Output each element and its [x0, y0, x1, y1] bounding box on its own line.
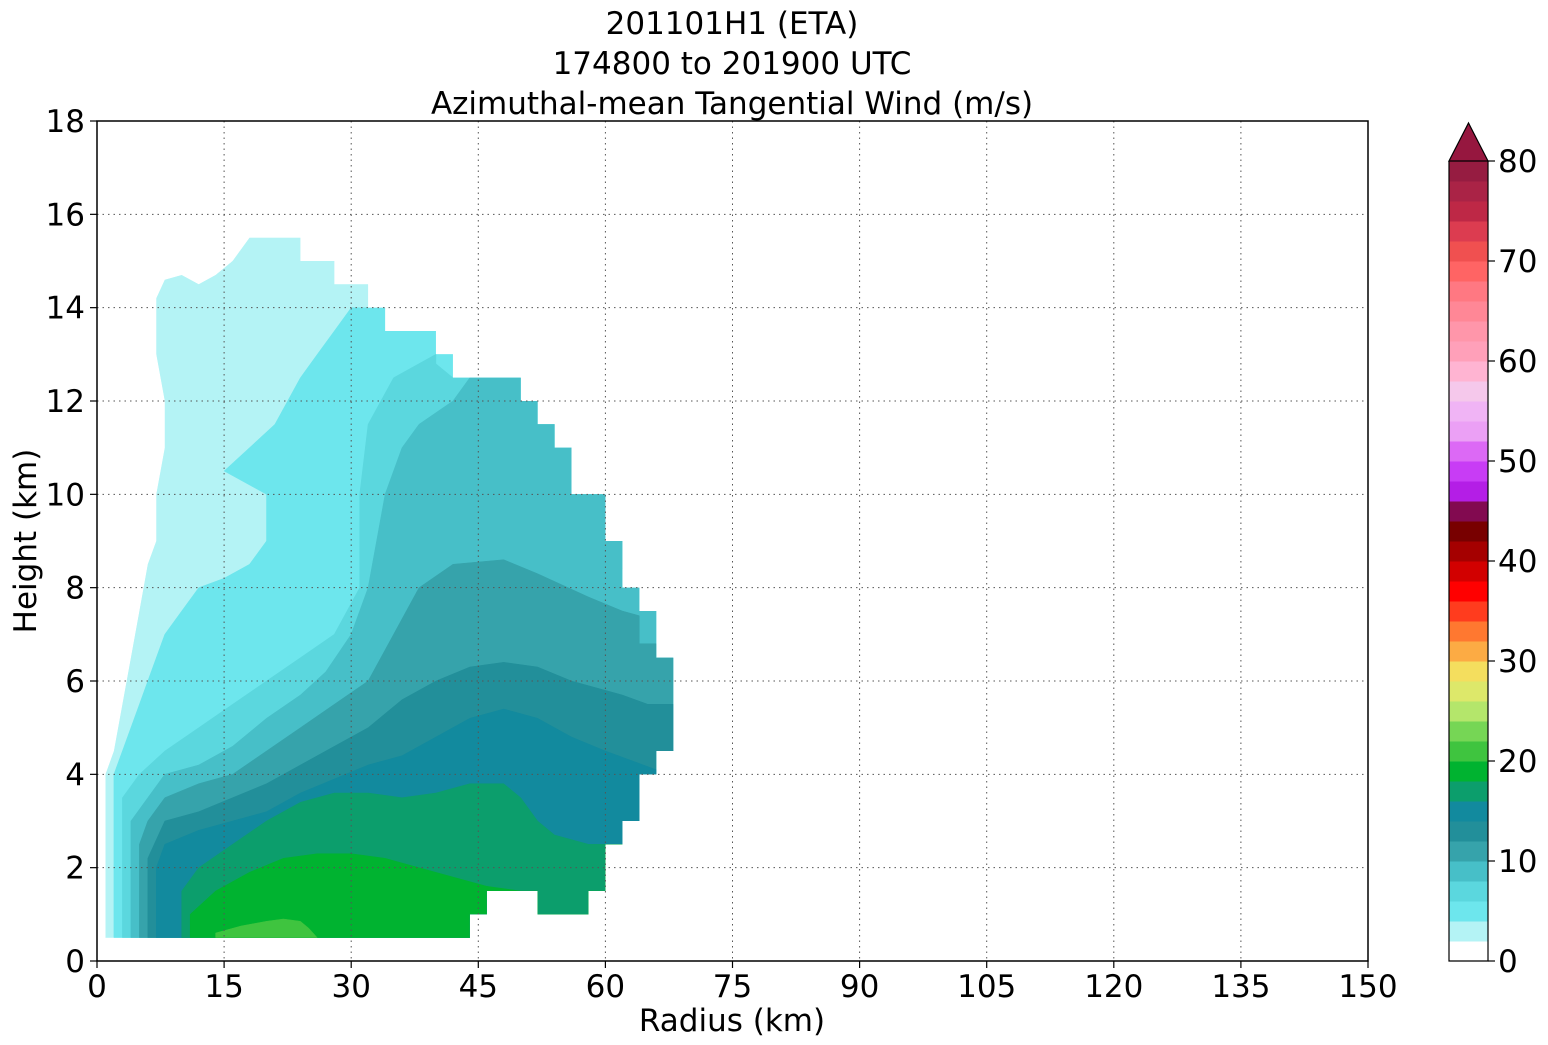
colorbar-swatch: [1449, 321, 1488, 342]
y-tick-label: 8: [65, 571, 85, 607]
x-tick-label: 90: [840, 969, 879, 1005]
colorbar-tick-label: 70: [1498, 244, 1537, 280]
x-tick-label: 60: [586, 969, 625, 1005]
colorbar-swatch: [1449, 301, 1488, 322]
colorbar-swatch: [1449, 201, 1488, 222]
y-tick-label: 6: [65, 664, 85, 700]
colorbar-swatch: [1449, 341, 1488, 362]
x-tick-label: 30: [331, 969, 370, 1005]
colorbar-swatch: [1449, 221, 1488, 242]
title-line-1: 201101H1 (ETA): [606, 6, 859, 42]
x-tick-label: 15: [204, 969, 243, 1005]
colorbar: 0 10 20 30 40 50 60 70 80: [1448, 121, 1537, 980]
x-tick-label: 45: [459, 969, 498, 1005]
y-tick-label: 4: [65, 757, 85, 793]
colorbar-swatch: [1449, 621, 1488, 642]
grid-lines: [97, 121, 1368, 961]
colorbar-swatch: [1449, 241, 1488, 262]
colorbar-swatch: [1449, 861, 1488, 882]
colorbar-swatch: [1449, 841, 1488, 862]
colorbar-swatch: [1449, 541, 1488, 562]
colorbar-swatch: [1449, 701, 1488, 722]
x-axis-ticks: 0 15 30 45 60 75 90 105 120 135 150: [87, 961, 1398, 1005]
colorbar-extend-arrow: [1448, 121, 1489, 162]
y-tick-label: 12: [46, 384, 85, 420]
colorbar-swatch: [1449, 361, 1488, 382]
y-tick-label: 10: [46, 477, 85, 513]
colorbar-swatch: [1449, 801, 1488, 822]
colorbar-tick-label: 40: [1498, 544, 1537, 580]
colorbar-swatch: [1449, 181, 1488, 202]
y-tick-label: 18: [46, 104, 85, 140]
x-axis-label: Radius (km): [639, 1003, 825, 1039]
y-tick-label: 0: [65, 944, 85, 980]
colorbar-swatch: [1449, 681, 1488, 702]
colorbar-swatch: [1449, 901, 1488, 922]
x-tick-label: 105: [957, 969, 1016, 1005]
colorbar-swatch: [1449, 421, 1488, 442]
colorbar-tick-label: 80: [1498, 144, 1537, 180]
colorbar-swatch: [1449, 601, 1488, 622]
x-tick-label: 150: [1338, 969, 1397, 1005]
plot-area: 0 15 30 45 60 75 90 105 120 135 150 0 2 4 6 8 10 12 14 16 1…: [46, 104, 1398, 1005]
colorbar-swatch: [1449, 381, 1488, 402]
y-axis-ticks: 0 2 4 6 8 10 12 14 16 18: [46, 104, 97, 980]
colorbar-swatch: [1449, 161, 1488, 182]
colorbar-swatch: [1449, 721, 1488, 742]
x-tick-label: 75: [713, 969, 752, 1005]
colorbar-swatch: [1449, 521, 1488, 542]
y-tick-label: 14: [46, 291, 85, 327]
colorbar-swatch: [1449, 821, 1488, 842]
colorbar-tick-label: 20: [1498, 744, 1537, 780]
x-tick-label: 0: [87, 969, 107, 1005]
colorbar-swatch: [1449, 561, 1488, 582]
colorbar-tick-label: 60: [1498, 344, 1537, 380]
colorbar-swatch: [1449, 881, 1488, 902]
colorbar-swatch: [1449, 761, 1488, 782]
y-tick-label: 2: [65, 851, 85, 887]
x-tick-label: 135: [1211, 969, 1270, 1005]
colorbar-swatch: [1449, 441, 1488, 462]
colorbar-tick-label: 0: [1498, 944, 1518, 980]
title-line-3: Azimuthal-mean Tangential Wind (m/s): [431, 86, 1033, 122]
colorbar-swatch: [1449, 941, 1488, 962]
chart-title: 201101H1 (ETA) 174800 to 201900 UTC Azim…: [431, 6, 1033, 122]
title-line-2: 174800 to 201900 UTC: [553, 46, 912, 82]
y-axis-label: Height (km): [8, 449, 44, 634]
colorbar-swatch: [1449, 461, 1488, 482]
x-tick-label: 120: [1084, 969, 1143, 1005]
colorbar-tick-label: 50: [1498, 444, 1537, 480]
colorbar-swatch: [1449, 641, 1488, 662]
colorbar-swatch: [1449, 581, 1488, 602]
colorbar-swatch: [1449, 921, 1488, 942]
colorbar-swatch: [1449, 501, 1488, 522]
colorbar-swatch: [1449, 781, 1488, 802]
colorbar-swatch: [1449, 281, 1488, 302]
colorbar-swatch: [1449, 481, 1488, 502]
colorbar-swatch: [1449, 261, 1488, 282]
colorbar-swatch: [1449, 661, 1488, 682]
colorbar-tick-label: 10: [1498, 844, 1537, 880]
y-tick-label: 16: [46, 197, 85, 233]
colorbar-swatch: [1449, 741, 1488, 762]
colorbar-swatch: [1449, 401, 1488, 422]
colorbar-tick-label: 30: [1498, 644, 1537, 680]
